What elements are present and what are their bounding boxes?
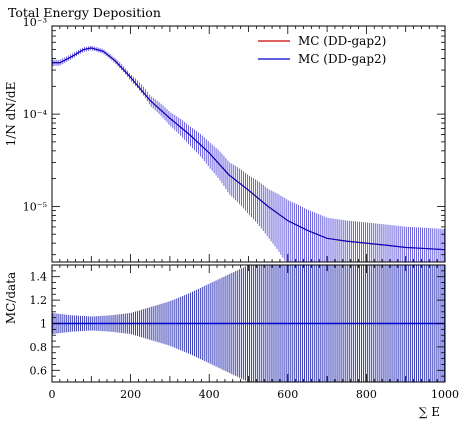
ratio-y-ticks: 0.6 0.8 1 1.2 1.4 [30,264,445,383]
x-tick-label: 0 [49,388,56,401]
legend-label-0: MC (DD-gap2) [298,34,386,48]
ratio-y-tick-label: 1.2 [30,294,48,307]
ratio-y-tick-label: 0.6 [30,364,48,377]
x-tick-label: 1000 [431,388,459,401]
x-axis-label: ∑ E [419,405,440,419]
main-y-tick-label: 10⁻⁵ [23,200,47,213]
legend-label-1: MC (DD-gap2) [298,52,386,66]
ratio-y-tick-label: 0.8 [30,341,48,354]
chart-title: Total Energy Deposition [8,5,161,20]
main-data-layer [52,46,446,262]
main-y-tick-label: 10⁻³ [23,16,47,29]
ratio-y-tick-label: 1.4 [30,271,48,284]
ratio-y-axis-label: MC/data [4,272,18,324]
main-y-ticks: 10⁻⁵ 10⁻⁴ 10⁻³ [23,16,445,256]
x-tick-label: 800 [356,388,377,401]
legend: MC (DD-gap2) MC (DD-gap2) [258,34,386,66]
main-y-axis-label: 1/N dN/dE [4,82,18,147]
ratio-panel: 0.6 0.8 1 1.2 1.4 MC/data [4,264,446,383]
main-series-line-1 [52,47,446,251]
ratio-data-layer [52,265,445,382]
x-ticks: 0 200 400 600 800 1000 [49,26,459,401]
main-y-tick-label: 10⁻⁴ [23,108,48,121]
main-series-line-0 [52,47,446,251]
x-tick-label: 200 [120,388,141,401]
ratio-y-tick-label: 1 [40,318,47,331]
x-tick-label: 600 [277,388,298,401]
x-tick-label: 400 [199,388,220,401]
